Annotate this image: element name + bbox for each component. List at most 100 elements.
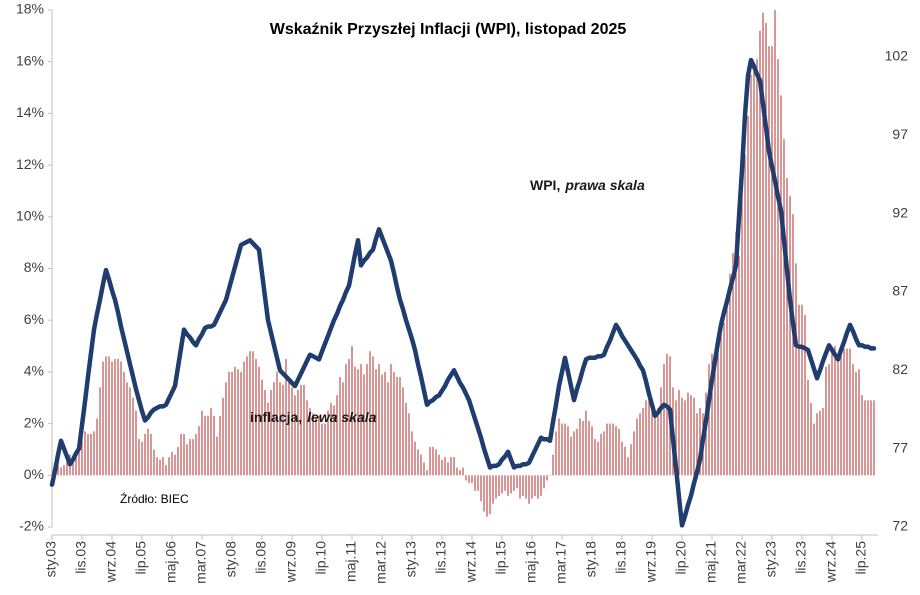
bar <box>291 387 293 476</box>
bar <box>360 364 362 476</box>
bar <box>534 475 536 496</box>
bar <box>390 364 392 476</box>
bar <box>846 348 848 476</box>
bar <box>72 457 74 476</box>
y-tick-label: 6% <box>24 311 44 327</box>
bar <box>537 475 539 499</box>
x-tick-label: sty.13 <box>403 541 419 578</box>
bar <box>321 423 323 476</box>
bar <box>510 475 512 494</box>
x-tick-label: maj.11 <box>343 541 359 582</box>
bar <box>720 333 722 476</box>
x-tick-label: wrz.19 <box>643 541 659 583</box>
bar <box>708 364 710 476</box>
bar <box>501 475 503 494</box>
bar <box>372 356 374 476</box>
x-tick-label: wrz.24 <box>823 541 839 583</box>
bar <box>780 95 782 476</box>
bar <box>336 395 338 476</box>
series-name: inflacja, <box>250 409 302 425</box>
bar <box>828 364 830 476</box>
bar <box>144 433 146 476</box>
bar <box>129 387 131 476</box>
bar <box>474 475 476 491</box>
bar <box>126 382 128 476</box>
bar <box>234 366 236 476</box>
bar <box>333 405 335 476</box>
bar <box>315 418 317 476</box>
bar <box>831 348 833 476</box>
bar <box>528 475 530 504</box>
bar <box>747 115 749 476</box>
bar <box>309 408 311 476</box>
bar <box>495 475 497 499</box>
bar <box>66 454 68 476</box>
bar <box>816 413 818 476</box>
x-tick-label: mar.17 <box>553 541 569 584</box>
bar <box>573 431 575 476</box>
bar <box>522 475 524 496</box>
bar <box>393 371 395 476</box>
bar <box>411 431 413 476</box>
y2-tick-label: 77 <box>892 439 908 455</box>
bar <box>399 377 401 476</box>
bar <box>228 371 230 476</box>
bar <box>693 397 695 476</box>
bar <box>663 364 665 476</box>
bar <box>438 454 440 476</box>
bar <box>507 475 509 496</box>
bar <box>270 389 272 476</box>
bar <box>489 475 491 515</box>
series-label: WPI, prawa skala <box>530 177 645 193</box>
series-scale-note: lewa skala <box>307 409 376 425</box>
bar <box>753 72 755 476</box>
bar <box>261 379 263 476</box>
bar <box>588 421 590 476</box>
y-tick-label: 10% <box>16 208 44 224</box>
bar <box>465 475 467 481</box>
x-tick-label: mar.07 <box>193 541 209 584</box>
bar <box>186 444 188 476</box>
bars <box>51 10 875 517</box>
y-tick-label: -2% <box>19 518 44 534</box>
bar <box>795 263 797 476</box>
x-tick-label: lip.15 <box>493 541 509 575</box>
bar <box>861 395 863 476</box>
bar <box>570 436 572 476</box>
bar <box>168 457 170 476</box>
bar <box>306 400 308 476</box>
bar <box>255 358 257 476</box>
bar <box>618 428 620 476</box>
bar <box>627 457 629 476</box>
bar <box>864 400 866 476</box>
bar <box>282 384 284 476</box>
bar <box>297 389 299 476</box>
bar <box>813 423 815 476</box>
bar <box>339 377 341 476</box>
bar <box>279 382 281 476</box>
y-tick-label: 18% <box>16 1 44 17</box>
bar <box>525 475 527 499</box>
bar <box>585 410 587 476</box>
bar <box>807 379 809 476</box>
bar <box>231 371 233 476</box>
bar <box>867 400 869 476</box>
bar <box>132 397 134 476</box>
bar <box>777 59 779 476</box>
bar <box>480 475 482 502</box>
x-tick-label: lip.10 <box>313 541 329 575</box>
x-tick-label: lip.20 <box>673 541 689 575</box>
x-tick-label: lis.18 <box>613 541 629 574</box>
bar <box>771 46 773 476</box>
bar <box>729 273 731 476</box>
bar <box>783 139 785 476</box>
bar <box>81 433 83 476</box>
bar <box>120 361 122 476</box>
bar <box>612 423 614 476</box>
bar <box>240 371 242 476</box>
bar <box>420 454 422 476</box>
bar <box>645 400 647 476</box>
bar <box>453 457 455 476</box>
x-tick-label: sty.18 <box>583 541 599 578</box>
chart-title: Wskaźnik Przyszłej Inflacji (WPI), listo… <box>270 21 627 38</box>
